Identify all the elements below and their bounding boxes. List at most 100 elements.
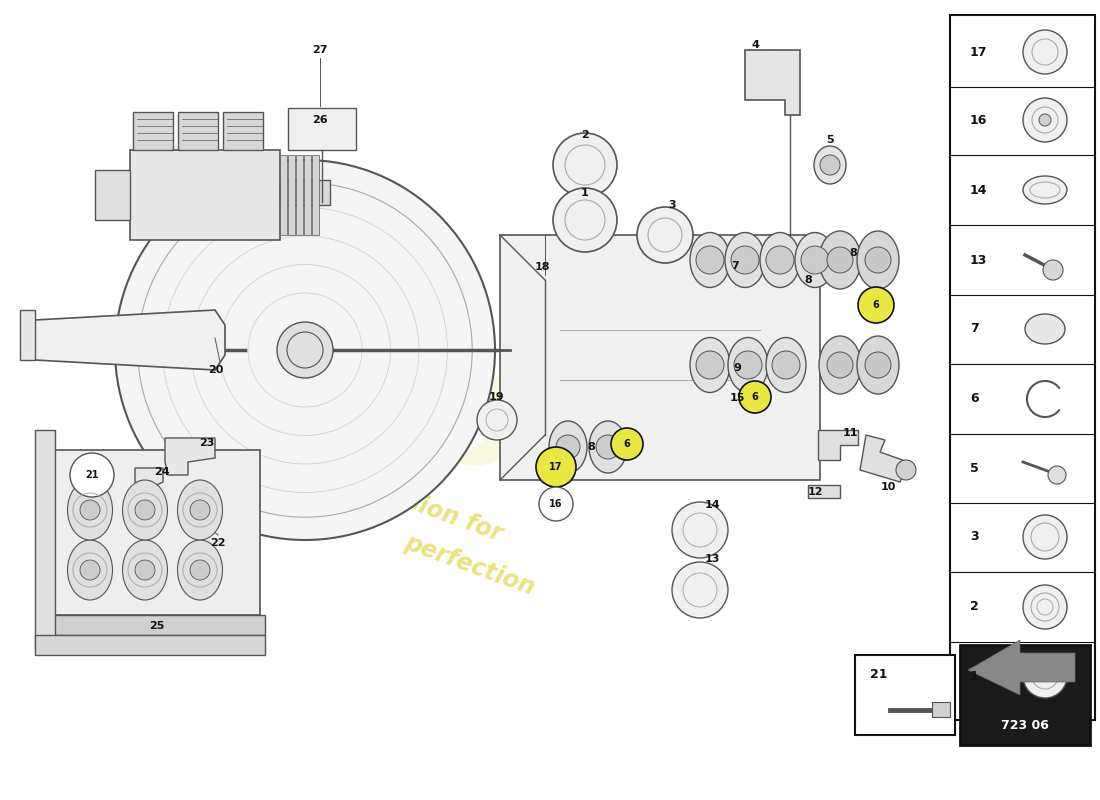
Circle shape (696, 351, 724, 379)
Ellipse shape (177, 540, 222, 600)
Text: 25: 25 (150, 621, 165, 631)
Ellipse shape (857, 231, 899, 289)
Polygon shape (35, 635, 265, 655)
Ellipse shape (820, 231, 861, 289)
Circle shape (477, 400, 517, 440)
Text: 16: 16 (970, 114, 988, 126)
Circle shape (766, 246, 794, 274)
Circle shape (865, 352, 891, 378)
Text: 15: 15 (729, 393, 745, 403)
Polygon shape (135, 468, 163, 488)
Text: 21: 21 (870, 669, 888, 682)
Circle shape (610, 428, 643, 460)
Text: 21: 21 (86, 470, 99, 480)
Bar (288, 155, 295, 235)
Circle shape (1043, 260, 1063, 280)
Circle shape (553, 133, 617, 197)
Text: 16: 16 (549, 499, 563, 509)
Circle shape (1023, 515, 1067, 559)
Text: 13: 13 (970, 254, 988, 266)
Text: 6: 6 (751, 392, 758, 402)
Bar (855, 655, 955, 735)
Bar (960, 645, 1090, 745)
Circle shape (865, 247, 891, 273)
Polygon shape (808, 485, 840, 498)
Ellipse shape (67, 540, 112, 600)
Ellipse shape (690, 233, 730, 287)
Bar (223, 112, 263, 150)
Ellipse shape (760, 233, 800, 287)
Ellipse shape (690, 338, 730, 393)
Text: 1: 1 (581, 188, 589, 198)
Bar (280, 155, 287, 235)
Polygon shape (500, 235, 820, 480)
Circle shape (827, 247, 853, 273)
Ellipse shape (728, 338, 768, 393)
Polygon shape (968, 640, 1075, 695)
Text: 12: 12 (807, 487, 823, 497)
Circle shape (135, 560, 155, 580)
Bar (296, 155, 303, 235)
Bar (133, 112, 173, 150)
Ellipse shape (725, 233, 764, 287)
Bar (95, 170, 130, 220)
Circle shape (672, 502, 728, 558)
Polygon shape (35, 310, 226, 370)
Circle shape (190, 560, 210, 580)
Text: 14: 14 (704, 500, 719, 510)
Text: perfection: perfection (402, 530, 539, 600)
Bar (280, 180, 330, 205)
Circle shape (696, 246, 724, 274)
Text: 14: 14 (970, 183, 988, 197)
Ellipse shape (122, 540, 167, 600)
Ellipse shape (122, 480, 167, 540)
Text: 5: 5 (970, 462, 979, 474)
Text: 7: 7 (732, 261, 739, 271)
Circle shape (190, 500, 210, 520)
Circle shape (596, 435, 620, 459)
Circle shape (80, 560, 100, 580)
Text: 6: 6 (624, 439, 630, 449)
Text: 8: 8 (804, 275, 812, 285)
Text: 22: 22 (210, 538, 225, 548)
Polygon shape (818, 430, 858, 460)
Bar (130, 150, 280, 240)
Circle shape (277, 322, 333, 378)
Text: 9: 9 (733, 363, 741, 373)
Circle shape (827, 352, 853, 378)
Bar (288, 108, 356, 150)
Text: 24: 24 (154, 467, 169, 477)
Circle shape (801, 246, 829, 274)
Circle shape (739, 381, 771, 413)
Circle shape (1023, 654, 1067, 698)
Text: 17: 17 (549, 462, 563, 472)
Circle shape (732, 246, 759, 274)
Text: 5: 5 (826, 135, 834, 145)
Polygon shape (165, 438, 214, 475)
Ellipse shape (766, 338, 806, 393)
Bar (40, 450, 260, 615)
Circle shape (70, 453, 114, 497)
Text: 19: 19 (490, 392, 505, 402)
Text: 26: 26 (312, 115, 328, 125)
Circle shape (1023, 30, 1067, 74)
Text: 27: 27 (312, 45, 328, 55)
Circle shape (896, 460, 916, 480)
Bar (178, 112, 218, 150)
Ellipse shape (1023, 176, 1067, 204)
Ellipse shape (795, 233, 835, 287)
Polygon shape (35, 430, 55, 650)
Text: 20: 20 (208, 365, 223, 375)
Circle shape (80, 500, 100, 520)
Circle shape (637, 207, 693, 263)
Text: 2: 2 (581, 130, 589, 140)
Ellipse shape (814, 146, 846, 184)
Polygon shape (20, 310, 35, 360)
Circle shape (772, 351, 800, 379)
Text: 23: 23 (199, 438, 214, 448)
Text: 6: 6 (872, 300, 879, 310)
Ellipse shape (177, 480, 222, 540)
Polygon shape (745, 50, 800, 115)
Bar (932, 702, 950, 717)
Bar (312, 155, 319, 235)
